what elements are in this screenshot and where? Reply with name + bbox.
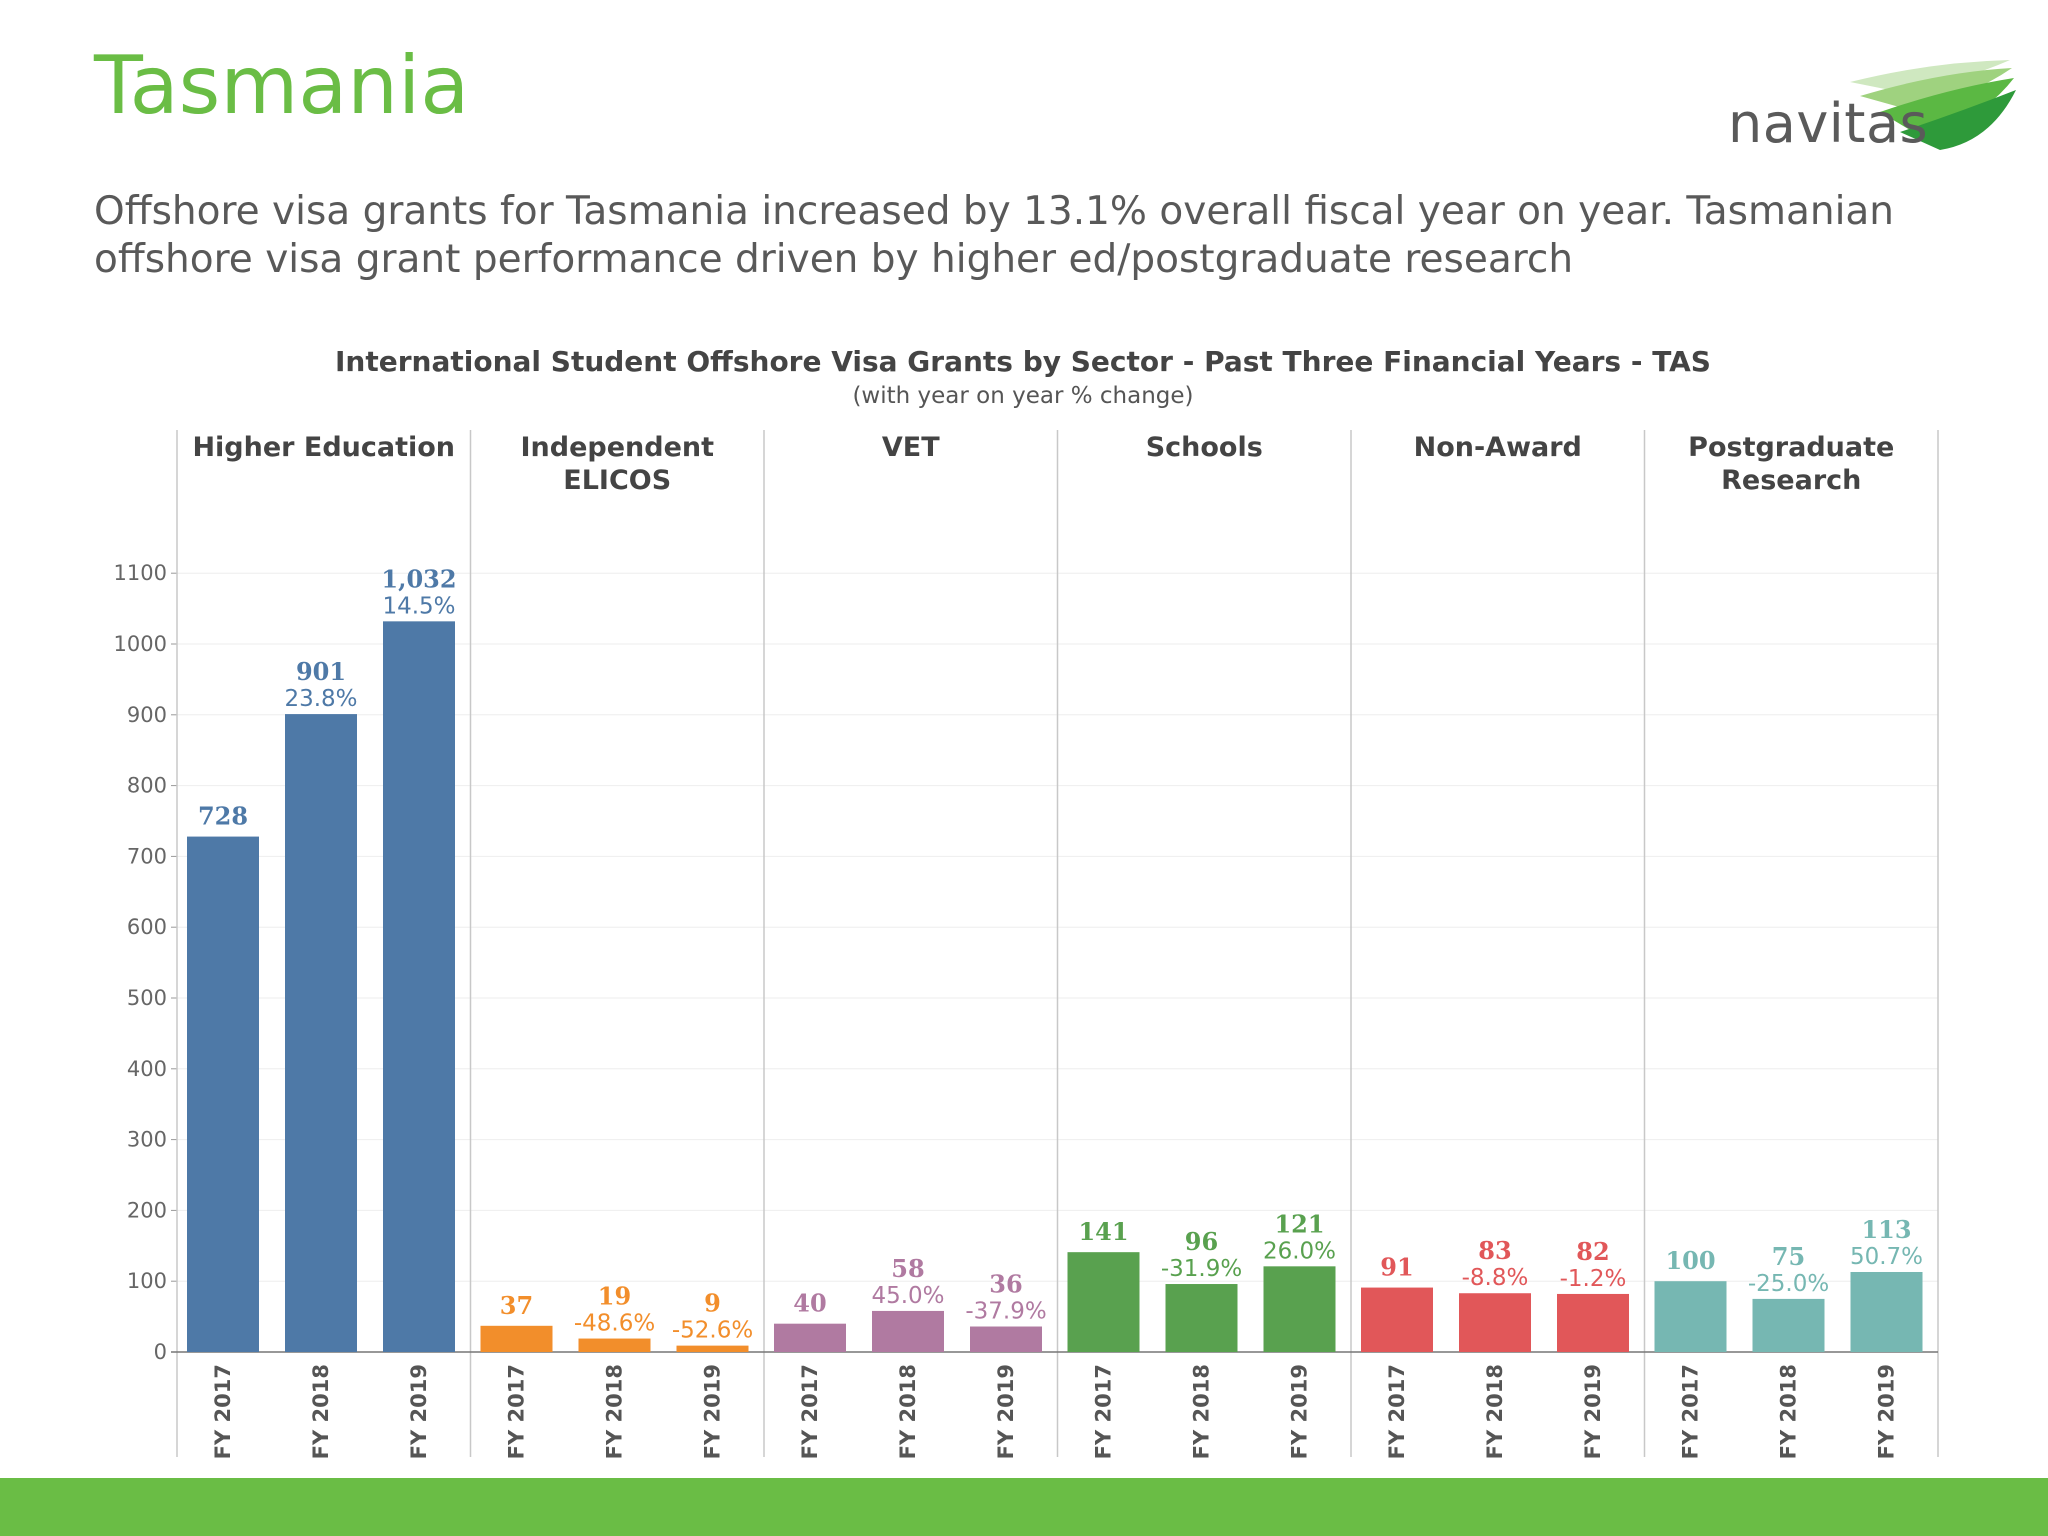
data-value-label: 91	[1380, 1253, 1413, 1282]
pct-change-label: -1.2%	[1560, 1266, 1627, 1292]
bar	[872, 1310, 944, 1352]
panel-label: Schools	[1146, 432, 1263, 463]
bar	[1557, 1293, 1629, 1352]
pct-change-label: 14.5%	[382, 593, 455, 619]
bar	[1361, 1287, 1433, 1352]
bar	[1752, 1298, 1825, 1352]
x-tick-label: FY 2018	[1483, 1364, 1507, 1459]
pct-change-label: 26.0%	[1263, 1238, 1336, 1264]
data-value-label: 121	[1274, 1209, 1324, 1238]
panel-label: Postgraduate	[1688, 432, 1894, 463]
y-tick-label: 200	[127, 1198, 167, 1222]
y-tick-label: 700	[127, 844, 167, 868]
y-tick-label: 0	[154, 1340, 167, 1364]
y-tick-label: 400	[127, 1057, 167, 1081]
data-value-label: 113	[1861, 1215, 1911, 1244]
x-tick-label: FY 2019	[407, 1364, 431, 1459]
bar	[1850, 1271, 1923, 1352]
data-value-label: 728	[198, 802, 248, 831]
pct-change-label: -37.9%	[965, 1299, 1046, 1325]
x-tick-label: FY 2018	[1190, 1364, 1214, 1459]
pct-change-label: -31.9%	[1161, 1256, 1242, 1282]
slide-subtitle: Offshore visa grants for Tasmania increa…	[94, 189, 1895, 282]
data-value-label: 83	[1478, 1236, 1511, 1265]
pct-change-label: -25.0%	[1748, 1271, 1829, 1297]
logo-text: navitas	[1728, 92, 1929, 155]
bar	[1165, 1284, 1238, 1352]
pct-change-label: 45.0%	[871, 1283, 944, 1309]
data-value-label: 37	[500, 1291, 533, 1320]
panel-label: Non-Award	[1414, 432, 1582, 463]
y-tick-label: 800	[127, 774, 167, 798]
x-tick-label: FY 2018	[896, 1364, 920, 1459]
chart-title: International Student Offshore Visa Gran…	[335, 345, 1711, 378]
y-tick-label: 500	[127, 986, 167, 1010]
data-value-label: 40	[793, 1289, 826, 1318]
pct-change-label: -48.6%	[574, 1311, 655, 1337]
data-value-label: 100	[1665, 1246, 1715, 1275]
x-tick-label: FY 2019	[994, 1364, 1018, 1459]
x-tick-label: FY 2017	[1092, 1364, 1116, 1459]
pct-change-label: -8.8%	[1462, 1265, 1529, 1291]
x-tick-label: FY 2018	[1777, 1364, 1801, 1459]
y-tick-label: 1000	[114, 632, 167, 656]
data-value-label: 82	[1576, 1237, 1609, 1266]
pct-change-label: -52.6%	[672, 1318, 753, 1344]
panel-label: ELICOS	[563, 465, 671, 496]
panel-label: Independent	[520, 432, 714, 463]
x-tick-label: FY 2018	[309, 1364, 333, 1459]
bar	[383, 621, 455, 1352]
x-tick-label: FY 2017	[1385, 1364, 1409, 1459]
chart-subtitle: (with year on year % change)	[852, 383, 1193, 409]
x-tick-label: FY 2019	[1288, 1364, 1312, 1459]
bar	[774, 1323, 846, 1352]
bar	[970, 1326, 1042, 1352]
data-value-label: 58	[891, 1254, 924, 1283]
bar	[1654, 1281, 1727, 1352]
navitas-logo: navitas	[1720, 52, 2020, 162]
chart: International Student Offshore Visa Gran…	[80, 340, 1980, 1470]
x-tick-label: FY 2019	[701, 1364, 725, 1459]
data-value-label: 96	[1185, 1227, 1218, 1256]
y-tick-label: 600	[127, 915, 167, 939]
pct-change-label: 50.7%	[1850, 1244, 1923, 1270]
bar	[285, 714, 357, 1352]
panel-label: Research	[1721, 465, 1861, 496]
data-value-label: 901	[296, 657, 346, 686]
bar	[480, 1325, 553, 1352]
x-tick-label: FY 2019	[1581, 1364, 1605, 1459]
y-tick-label: 900	[127, 703, 167, 727]
bar	[1459, 1293, 1531, 1352]
bar	[1263, 1266, 1336, 1352]
x-tick-label: FY 2017	[1679, 1364, 1703, 1459]
chart-svg: International Student Offshore Visa Gran…	[114, 345, 1939, 1459]
x-tick-label: FY 2017	[798, 1364, 822, 1459]
x-tick-label: FY 2018	[603, 1364, 627, 1459]
x-tick-label: FY 2019	[1875, 1364, 1899, 1459]
plot-area: 0 100 200 300 400 500 600 700 800 900 1000 1100 High…	[114, 430, 1939, 1459]
bar	[676, 1345, 749, 1352]
y-tick-label: 300	[127, 1128, 167, 1152]
pct-change-label: 23.8%	[284, 686, 357, 712]
data-value-label: 141	[1078, 1217, 1128, 1246]
panel-label: VET	[882, 432, 940, 463]
y-tick-label: 100	[127, 1269, 167, 1293]
data-value-label: 19	[598, 1282, 631, 1311]
x-tick-label: FY 2017	[505, 1364, 529, 1459]
y-tick-label: 1100	[114, 561, 167, 585]
slide-title: Tasmania	[94, 39, 470, 132]
bar	[578, 1338, 651, 1352]
panel-label: Higher Education	[192, 432, 455, 463]
x-tick-label: FY 2017	[211, 1364, 235, 1459]
logo-swoosh-icon	[1850, 60, 2016, 150]
data-value-label: 1,032	[381, 564, 456, 593]
data-value-label: 75	[1772, 1242, 1805, 1271]
footer-bar	[0, 1478, 2048, 1536]
bar	[187, 836, 259, 1352]
data-value-label: 36	[989, 1270, 1022, 1299]
bar	[1067, 1252, 1140, 1352]
data-value-label: 9	[704, 1289, 721, 1318]
